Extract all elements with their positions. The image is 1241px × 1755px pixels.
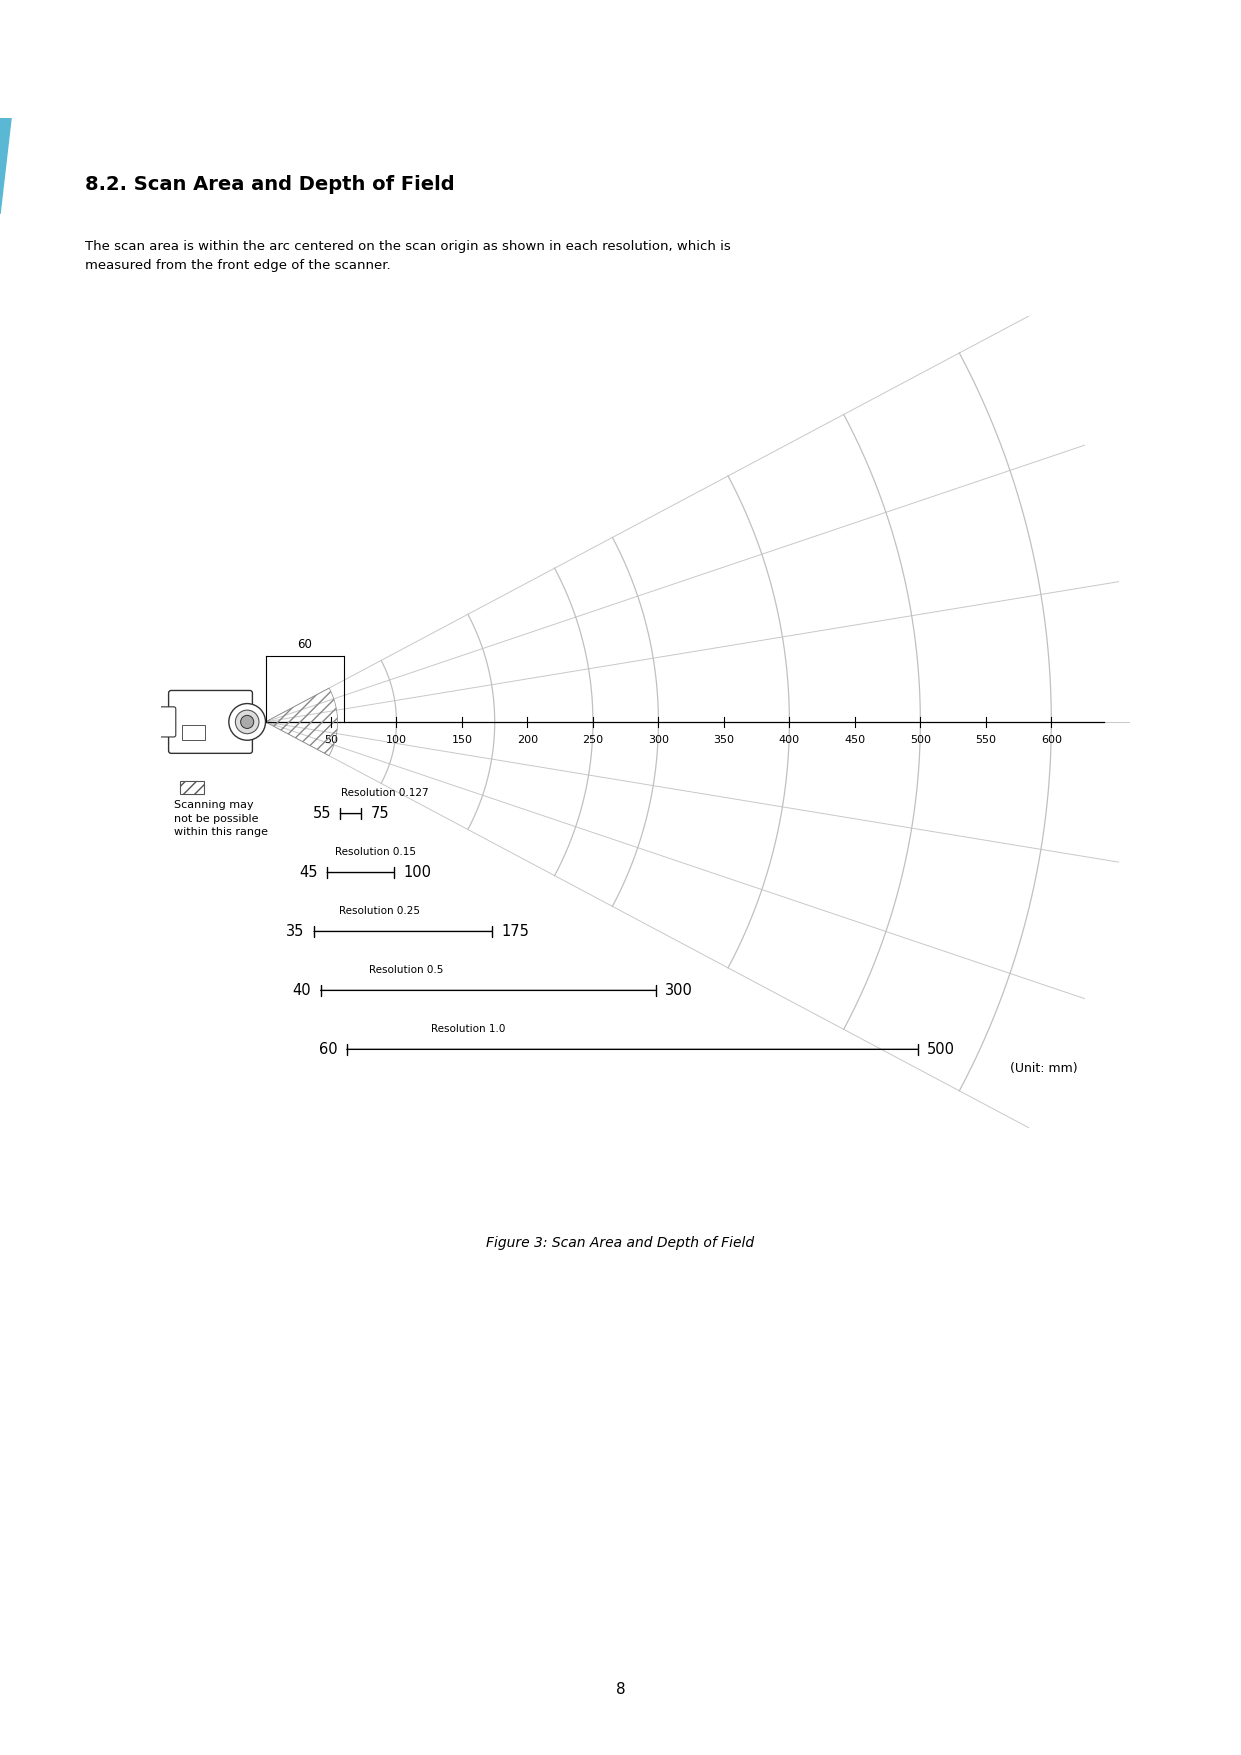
Text: 60: 60 — [319, 1042, 338, 1057]
Text: 40: 40 — [293, 983, 311, 999]
Text: The scan area is within the arc centered on the scan origin as shown in each res: The scan area is within the arc centered… — [84, 240, 731, 272]
Text: 8.2. Scan Area and Depth of Field: 8.2. Scan Area and Depth of Field — [84, 176, 454, 195]
Text: 350: 350 — [714, 735, 735, 746]
Text: 175: 175 — [501, 923, 529, 939]
Text: 450: 450 — [844, 735, 865, 746]
Text: 550: 550 — [975, 735, 997, 746]
Text: 60: 60 — [298, 639, 313, 651]
Text: Resolution 0.25: Resolution 0.25 — [339, 906, 419, 916]
Text: 600: 600 — [1041, 735, 1062, 746]
Bar — [181, 725, 205, 741]
Text: 250: 250 — [582, 735, 603, 746]
Text: 150: 150 — [452, 735, 473, 746]
Text: 500: 500 — [927, 1042, 954, 1057]
Text: 500: 500 — [910, 735, 931, 746]
Bar — [180, 781, 204, 793]
FancyBboxPatch shape — [154, 707, 176, 737]
Circle shape — [236, 711, 259, 734]
Circle shape — [228, 704, 266, 741]
Text: 100: 100 — [403, 865, 431, 879]
Text: 300: 300 — [665, 983, 692, 999]
Polygon shape — [0, 26, 223, 214]
Circle shape — [241, 716, 253, 728]
Text: Resolution 0.15: Resolution 0.15 — [335, 848, 416, 856]
Text: 50: 50 — [324, 735, 338, 746]
Text: 200: 200 — [517, 735, 539, 746]
Text: 100: 100 — [386, 735, 407, 746]
Text: 75: 75 — [370, 806, 388, 821]
Text: 300: 300 — [648, 735, 669, 746]
Text: 35: 35 — [287, 923, 305, 939]
Text: Resolution 0.127: Resolution 0.127 — [341, 788, 429, 799]
FancyBboxPatch shape — [169, 690, 252, 753]
Text: (Unit: mm): (Unit: mm) — [1010, 1062, 1077, 1076]
Text: Scanning may
not be possible
within this range: Scanning may not be possible within this… — [174, 800, 268, 837]
Text: 8: 8 — [616, 1681, 625, 1697]
Text: Resolution 1.0: Resolution 1.0 — [431, 1023, 505, 1034]
Text: Figure 3: Scan Area and Depth of Field: Figure 3: Scan Area and Depth of Field — [486, 1237, 755, 1250]
Text: 55: 55 — [313, 806, 331, 821]
Text: Resolution 0.5: Resolution 0.5 — [369, 965, 443, 974]
Polygon shape — [247, 711, 257, 732]
Text: OPTICON: OPTICON — [50, 39, 247, 77]
Text: 45: 45 — [299, 865, 318, 879]
Text: 400: 400 — [779, 735, 800, 746]
Text: Specifications Manual: Specifications Manual — [1052, 72, 1204, 86]
Text: OPC-3301n: OPC-3301n — [1126, 30, 1204, 44]
